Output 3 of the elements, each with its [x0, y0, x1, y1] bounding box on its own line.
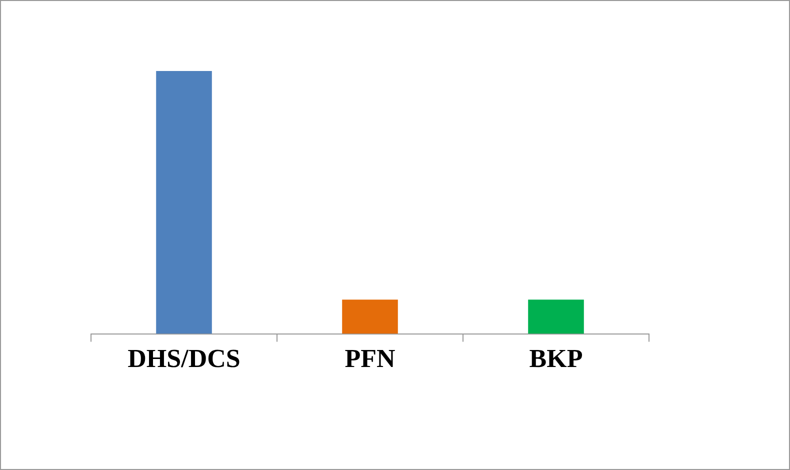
x-tick-label: DHS/DCS — [128, 344, 240, 374]
x-tick-label: PFN — [344, 344, 396, 374]
x-tick-label: BKP — [529, 344, 583, 374]
